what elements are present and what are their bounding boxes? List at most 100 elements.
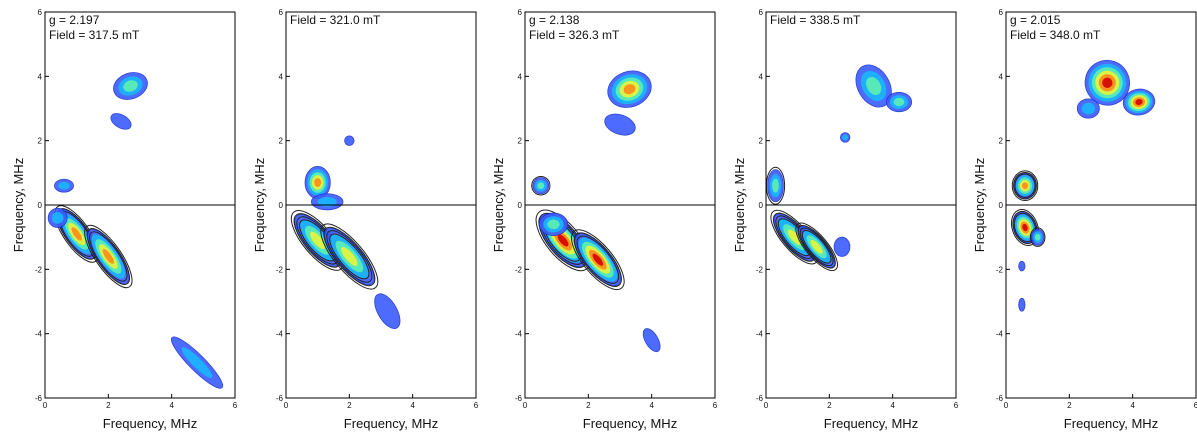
contour-line: [323, 226, 376, 287]
y-tick-label: -4: [35, 330, 43, 339]
contour-fill: [866, 76, 882, 96]
contour-line: [1012, 210, 1038, 245]
y-tick-label: -4: [996, 330, 1004, 339]
contour-fill: [592, 253, 604, 266]
contour-fill: [1018, 260, 1026, 272]
y-tick-label: -4: [756, 330, 764, 339]
y-tick-label: -2: [996, 265, 1004, 274]
contour-line: [573, 232, 622, 287]
y-tick-label: -6: [756, 394, 764, 403]
y-tick-label: 4: [38, 72, 43, 81]
contour-line: [576, 235, 620, 284]
contour-fill: [787, 229, 802, 245]
y-tick-label: 6: [999, 8, 1004, 17]
contour-fill: [1102, 77, 1113, 88]
x-tick-label: 0: [764, 401, 769, 410]
y-tick-label: 4: [999, 72, 1004, 81]
x-tick-label: 0: [43, 401, 48, 410]
contour-fill: [772, 178, 779, 193]
contour-line: [1013, 171, 1037, 200]
annotation: Field = 317.5 mT: [49, 28, 140, 42]
x-tick-label: 6: [474, 401, 479, 410]
contour-line: [571, 229, 625, 291]
contour-line: [1010, 209, 1040, 246]
x-axis-label: Frequency, MHz: [1064, 416, 1158, 431]
annotation: g = 2.197: [49, 13, 100, 27]
x-tick-label: 4: [890, 401, 895, 410]
y-tick-label: -2: [515, 265, 523, 274]
annotation: Field = 321.0 mT: [290, 13, 381, 27]
x-tick-label: 2: [586, 401, 591, 410]
contour-fill: [1034, 233, 1041, 241]
contour-fill: [1022, 223, 1028, 232]
contour-fill: [1021, 182, 1029, 190]
annotation: g = 2.138: [529, 13, 580, 27]
x-tick-label: 4: [169, 401, 174, 410]
x-tick-label: 4: [1130, 401, 1135, 410]
contour-line: [89, 231, 128, 282]
panel: [1006, 59, 1196, 312]
y-tick-label: 0: [279, 201, 284, 210]
contour-fill: [71, 227, 82, 241]
x-axis-label: Frequency, MHz: [103, 416, 197, 431]
contour-fill: [58, 181, 70, 190]
contour-fill: [374, 293, 401, 329]
panel: [525, 70, 715, 353]
contour-line: [795, 222, 838, 272]
contour-line: [797, 225, 836, 269]
contour-fill: [1135, 99, 1143, 106]
x-axis-label: Frequency, MHz: [344, 416, 438, 431]
y-tick-label: -6: [515, 394, 523, 403]
y-tick-label: 2: [279, 137, 284, 146]
contour-fill: [310, 231, 326, 250]
x-tick-label: 2: [106, 401, 111, 410]
contour-fill: [102, 249, 114, 264]
contour-fill: [1018, 297, 1026, 312]
contour-line: [801, 230, 832, 264]
x-tick-label: 2: [1067, 401, 1072, 410]
y-tick-label: 0: [518, 201, 523, 210]
y-tick-label: 4: [279, 72, 284, 81]
contour-line: [1014, 173, 1036, 198]
y-tick-label: 4: [518, 72, 523, 81]
y-tick-label: -2: [35, 265, 43, 274]
y-tick-label: -2: [756, 265, 764, 274]
contour-line: [329, 233, 370, 280]
y-tick-label: 6: [279, 8, 284, 17]
y-tick-label: 6: [38, 8, 43, 17]
contour-fill: [317, 196, 337, 207]
y-tick-label: 4: [759, 72, 764, 81]
contour-fill: [537, 182, 545, 190]
contour-line: [326, 230, 373, 283]
contour-line: [1013, 212, 1037, 243]
panel: [286, 135, 476, 329]
contour-fill: [604, 113, 636, 136]
contour-line: [799, 227, 834, 267]
y-axis-label: Frequency, MHz: [491, 158, 506, 252]
annotation: g = 2.015: [1010, 13, 1061, 27]
x-tick-label: 0: [523, 401, 528, 410]
contour-fill: [557, 234, 569, 247]
contour-fill: [1081, 102, 1095, 115]
annotation: Field = 326.3 mT: [529, 28, 620, 42]
x-tick-label: 2: [827, 401, 832, 410]
contour-line: [84, 224, 133, 289]
contour-fill: [344, 135, 355, 146]
contour-fill: [110, 113, 132, 130]
panel: [766, 64, 956, 272]
contour-fill: [51, 212, 64, 224]
contour-fill: [810, 239, 823, 254]
contour-line: [86, 228, 131, 285]
x-tick-label: 6: [1194, 401, 1197, 410]
contour-fill: [833, 236, 851, 257]
contour-line: [320, 223, 379, 290]
contour-fill: [623, 84, 636, 95]
panel: [45, 72, 235, 389]
x-tick-label: 4: [649, 401, 654, 410]
x-tick-label: 2: [347, 401, 352, 410]
y-tick-label: 6: [518, 8, 523, 17]
x-tick-label: 4: [410, 401, 415, 410]
contour-fill: [181, 347, 213, 378]
contour-fill: [547, 219, 560, 230]
x-tick-label: 0: [284, 401, 289, 410]
